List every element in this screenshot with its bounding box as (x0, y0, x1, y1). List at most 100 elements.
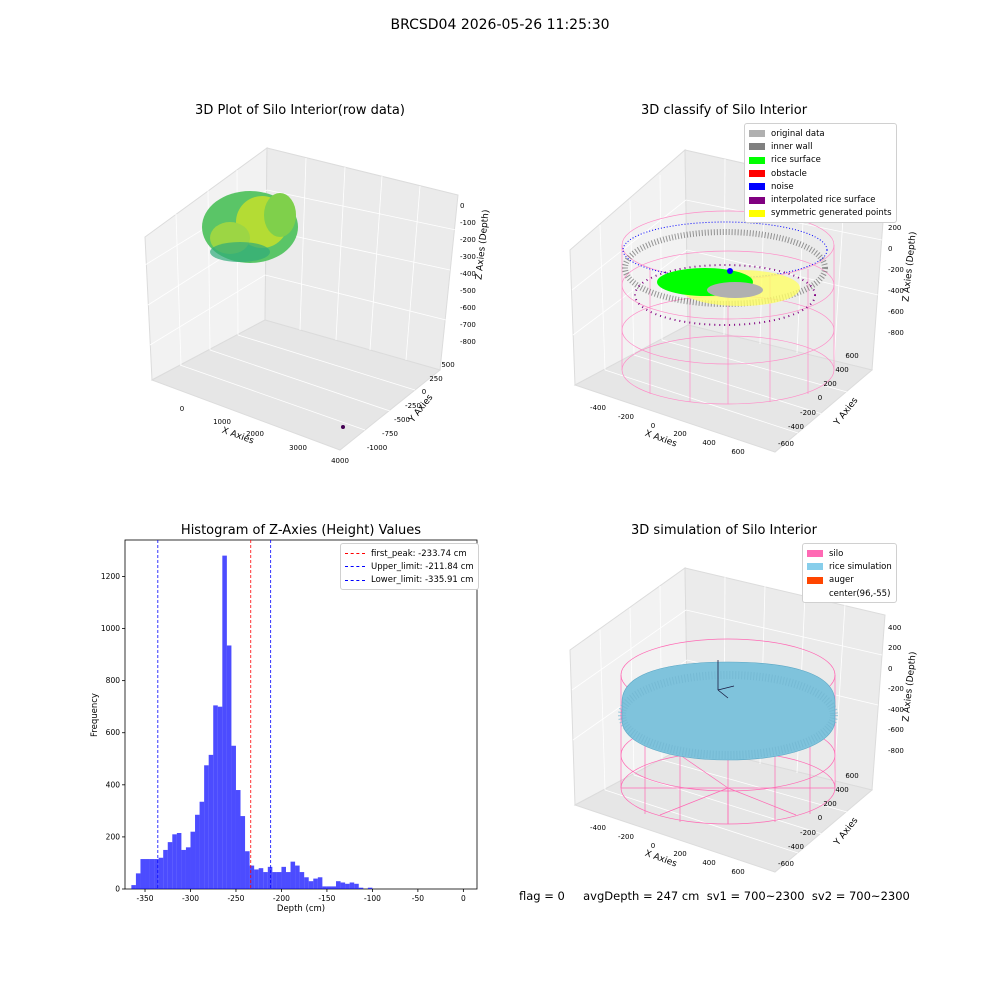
raw-z-tick-label: 0 (460, 202, 464, 210)
classify-y-tick-label: 0 (818, 394, 822, 402)
histogram-bar (285, 872, 291, 889)
legend-swatch (749, 143, 765, 151)
simulation-z-tick-label: -400 (888, 706, 904, 714)
simulation-y-tick-label: -400 (788, 843, 804, 851)
simulation-y-tick-label: 600 (845, 772, 858, 780)
simulation-legend: silo rice simulation auger center(96,-55) (802, 543, 897, 604)
legend-swatch (749, 156, 765, 164)
histogram-bar (258, 868, 264, 889)
histogram-bar (254, 869, 259, 889)
simulation-x-tick-label: 200 (673, 850, 686, 858)
histogram-xtick-label: -50 (412, 894, 424, 903)
simulation-z-tick-label: 400 (888, 624, 901, 632)
histogram-bar (190, 831, 196, 889)
histogram-bar (290, 861, 296, 889)
histogram-ytick-label: 200 (106, 832, 121, 841)
simulation-z-tick-label: -800 (888, 747, 904, 755)
histogram-bar (249, 865, 255, 889)
legend-label: original data (771, 128, 825, 139)
classify-3d-plot[interactable]: 2000-200-400-600-800 Z Axies (Depth) -40… (560, 130, 920, 470)
histogram-xtick-label: 0 (461, 894, 466, 903)
histogram-bar (263, 872, 268, 889)
raw-x-tick-label: 3000 (289, 444, 307, 452)
simulation-legend-item: auger (807, 574, 892, 587)
histogram-bar (226, 645, 232, 889)
classify-plot-title: 3D classify of Silo Interior (640, 103, 808, 118)
classify-x-tick-label: 400 (702, 439, 715, 447)
legend-swatch (749, 183, 765, 191)
legend-label: symmetric generated points (771, 208, 892, 219)
legend-label: first_peak: -233.74 cm (371, 548, 467, 559)
histogram-bar (354, 883, 359, 889)
classify-z-tick-label: -400 (888, 287, 904, 295)
classify-legend-item: inner wall (749, 140, 892, 153)
inner-wall-points (622, 229, 828, 307)
status-footer: flag = 0 avgDepth = 247 cm sv1 = 700~230… (519, 889, 910, 903)
histogram-bar (172, 834, 177, 889)
histogram-bar (235, 790, 241, 889)
histogram-bar (222, 555, 227, 889)
histogram-bar (304, 877, 309, 889)
classify-x-tick-label: 200 (673, 430, 686, 438)
legend-label: auger (829, 575, 854, 586)
histogram-xtick-label: -200 (273, 894, 290, 903)
simulation-legend-item: center(96,-55) (807, 587, 892, 600)
histogram-bar (217, 706, 223, 889)
raw-y-tick-label: -500 (394, 416, 410, 424)
simulation-z-tick-label: -200 (888, 685, 904, 693)
histogram-bar (131, 885, 136, 889)
classify-z-tick-label: -600 (888, 308, 904, 316)
histogram-ytick-label: 1200 (101, 572, 120, 581)
histogram-bar (308, 881, 314, 889)
raw-3d-plot[interactable]: 0 -100 -200 -300 -400 -500 -600 -700 -800 Z Axie… (130, 130, 490, 470)
legend-swatch (807, 576, 823, 584)
legend-line-swatch (345, 553, 365, 555)
histogram-bar (145, 859, 150, 889)
histogram-ytick-label: 400 (106, 780, 121, 789)
histogram-xlabel: Depth (cm) (277, 904, 325, 914)
histogram-bar (367, 887, 373, 889)
histogram-bar (208, 754, 214, 889)
legend-swatch (807, 590, 823, 597)
histogram-plot-area (124, 539, 478, 890)
simulation-z-tick-label: 0 (888, 665, 892, 673)
classify-y-tick-label: 200 (823, 380, 836, 388)
histogram-xtick-label: -300 (182, 894, 199, 903)
legend-label: obstacle (771, 168, 807, 179)
raw-z-tick-label: -500 (460, 287, 476, 295)
histogram-bar (240, 816, 246, 889)
simulation-y-tick-label: -600 (778, 860, 794, 868)
histogram-bar (276, 872, 282, 889)
raw-z-tick-label: -600 (460, 304, 476, 312)
histogram-bar (281, 866, 286, 889)
histogram-bar (358, 887, 364, 889)
histogram-bar (340, 882, 346, 889)
legend-label: silo (829, 548, 844, 559)
raw-outlier-point (341, 425, 345, 429)
legend-label: rice simulation (829, 561, 892, 572)
classify-legend-item: noise (749, 180, 892, 193)
histogram-bar (313, 878, 318, 889)
classify-z-tick-label: -200 (888, 266, 904, 274)
histogram-xtick-label: -350 (136, 894, 153, 903)
classify-z-tick-label: 0 (888, 245, 892, 253)
classify-legend-item: obstacle (749, 167, 892, 180)
legend-swatch (749, 130, 765, 138)
simulation-legend-item: rice simulation (807, 560, 892, 573)
histogram-chart[interactable]: -350 -300 -250 -200 -150 -100 -50 0 0 200 400 600 8… (80, 530, 490, 920)
histogram-bar (231, 745, 236, 889)
histogram-bar (140, 859, 146, 889)
simulation-zlabel: Z Axies (Depth) (901, 651, 918, 722)
histogram-bar (199, 801, 205, 889)
histogram-bar (149, 859, 155, 889)
histogram-xtick-label: -250 (227, 894, 244, 903)
raw-x-tick-label: 2000 (246, 430, 264, 438)
histogram-bar (176, 833, 182, 889)
raw-z-tick-label: -300 (460, 253, 476, 261)
histogram-legend-item: first_peak: -233.74 cm (345, 547, 474, 560)
silo-wireframe (620, 638, 836, 825)
histogram-bar (185, 847, 191, 889)
classify-z-tick-label: -800 (888, 329, 904, 337)
histogram-bar (299, 872, 305, 889)
